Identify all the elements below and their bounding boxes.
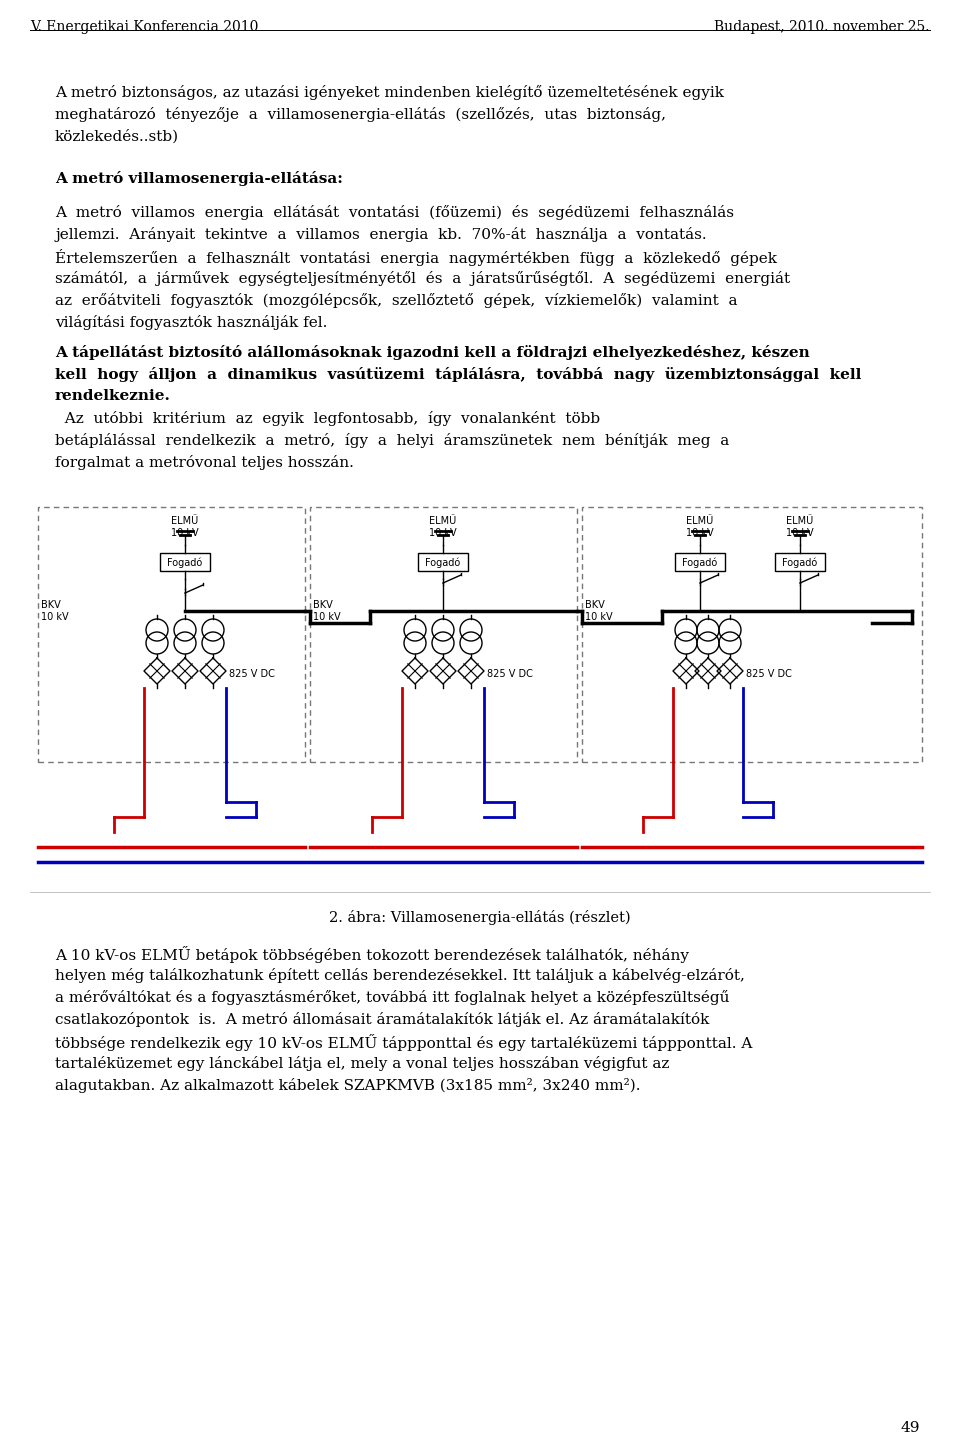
Text: helyen még találkozhatunk épített cellás berendezésekkel. Itt találjuk a kábelvé: helyen még találkozhatunk épített cellás… — [55, 968, 745, 984]
Text: A  metró  villamos  energia  ellátását  vontatási  (főüzemi)  és  segédüzemi  fe: A metró villamos energia ellátását vonta… — [55, 205, 734, 219]
Text: 49: 49 — [900, 1421, 920, 1436]
Text: csatlakozópontok  is.  A metró állomásait áramátalakítók látják el. Az áramátala: csatlakozópontok is. A metró állomásait … — [55, 1011, 709, 1027]
Text: kell  hogy  álljon  a  dinamikus  vasútüzemi  táplálásra,  továbbá  nagy  üzembi: kell hogy álljon a dinamikus vasútüzemi … — [55, 368, 861, 382]
Text: Az  utóbbi  kritérium  az  egyik  legfontosabb,  így  vonalanként  több: Az utóbbi kritérium az egyik legfontosab… — [55, 411, 600, 426]
Text: V. Energetikai Konferencia 2010: V. Energetikai Konferencia 2010 — [30, 20, 258, 33]
Text: A metró villamosenergia-ellátása:: A metró villamosenergia-ellátása: — [55, 171, 343, 186]
Text: BKV
10 kV: BKV 10 kV — [313, 600, 341, 622]
Text: Fogadó: Fogadó — [425, 558, 461, 568]
Text: 825 V DC: 825 V DC — [229, 668, 275, 679]
Text: Fogadó: Fogadó — [782, 558, 818, 568]
Text: meghatározó  tényezője  a  villamosenergia-ellátás  (szellőzés,  utas  biztonság: meghatározó tényezője a villamosenergia-… — [55, 108, 666, 122]
Text: 825 V DC: 825 V DC — [487, 668, 533, 679]
Text: ELMŰ
10 kV: ELMŰ 10 kV — [686, 516, 714, 538]
Text: BKV
10 kV: BKV 10 kV — [41, 600, 68, 622]
Text: A tápellátást biztosító alállomásoknak igazodni kell a földrajzi elhelyezkedéshe: A tápellátást biztosító alállomásoknak i… — [55, 344, 809, 360]
Text: tartaléküzemet egy lánckábel látja el, mely a vonal teljes hosszában végigfut az: tartaléküzemet egy lánckábel látja el, m… — [55, 1056, 669, 1071]
Text: Fogadó: Fogadó — [167, 558, 203, 568]
Text: alagutakban. Az alkalmazott kábelek SZAPKMVB (3x185 mm², 3x240 mm²).: alagutakban. Az alkalmazott kábelek SZAP… — [55, 1078, 640, 1093]
Text: a mérőváltókat és a fogyasztásmérőket, továbbá itt foglalnak helyet a középfeszü: a mérőváltókat és a fogyasztásmérőket, t… — [55, 989, 730, 1005]
Bar — [310, 507, 577, 761]
Text: ELMŰ
10 kV: ELMŰ 10 kV — [429, 516, 457, 538]
Text: az  erőátviteli  fogyasztók  (mozgólépcsők,  szellőztető  gépek,  vízkiemelők)  : az erőátviteli fogyasztók (mozgólépcsők,… — [55, 294, 737, 308]
Bar — [160, 554, 210, 571]
Bar — [418, 554, 468, 571]
Text: BKV
10 kV: BKV 10 kV — [585, 600, 612, 622]
Text: Fogadó: Fogadó — [683, 558, 718, 568]
Text: 825 V DC: 825 V DC — [746, 668, 792, 679]
Text: világítási fogyasztók használják fel.: világítási fogyasztók használják fel. — [55, 315, 327, 330]
Text: jellemzi.  Arányait  tekintve  a  villamos  energia  kb.  70%-át  használja  a  : jellemzi. Arányait tekintve a villamos e… — [55, 227, 707, 243]
Text: forgalmat a metróvonal teljes hosszán.: forgalmat a metróvonal teljes hosszán. — [55, 455, 354, 469]
Text: 2. ábra: Villamosenergia-ellátás (részlet): 2. ábra: Villamosenergia-ellátás (részle… — [329, 910, 631, 926]
Text: Budapest, 2010. november 25.: Budapest, 2010. november 25. — [714, 20, 930, 33]
Text: ELMŰ
10 kV: ELMŰ 10 kV — [171, 516, 199, 538]
Bar — [775, 554, 825, 571]
Text: többsége rendelkezik egy 10 kV-os ELMŰ táppponttal és egy tartaléküzemi tápppont: többsége rendelkezik egy 10 kV-os ELMŰ t… — [55, 1035, 753, 1051]
Text: rendelkeznie.: rendelkeznie. — [55, 389, 171, 402]
Bar — [582, 507, 922, 761]
Text: Értelemszerűen  a  felhasznált  vontatási  energia  nagymértékben  függ  a  közl: Értelemszerűen a felhasznált vontatási e… — [55, 248, 777, 266]
Text: közlekedés..stb): közlekedés..stb) — [55, 129, 180, 144]
Text: számától,  a  járművek  egységteljesítményétől  és  a  járatsűrűségtől.  A  segé: számától, a járművek egységteljesítményé… — [55, 272, 790, 286]
Text: betáplálással  rendelkezik  a  metró,  így  a  helyi  áramszünetek  nem  bénítjá: betáplálással rendelkezik a metró, így a… — [55, 433, 730, 448]
Bar — [675, 554, 725, 571]
Text: A metró biztonságos, az utazási igényeket mindenben kielégítő üzemeltetésének eg: A metró biztonságos, az utazási igényeke… — [55, 84, 724, 100]
Text: A 10 kV-os ELMŰ betápok többségében tokozott berendezések találhatók, néhány: A 10 kV-os ELMŰ betápok többségében toko… — [55, 946, 689, 963]
Bar — [38, 507, 305, 761]
Text: ELMŰ
10 kV: ELMŰ 10 kV — [786, 516, 814, 538]
